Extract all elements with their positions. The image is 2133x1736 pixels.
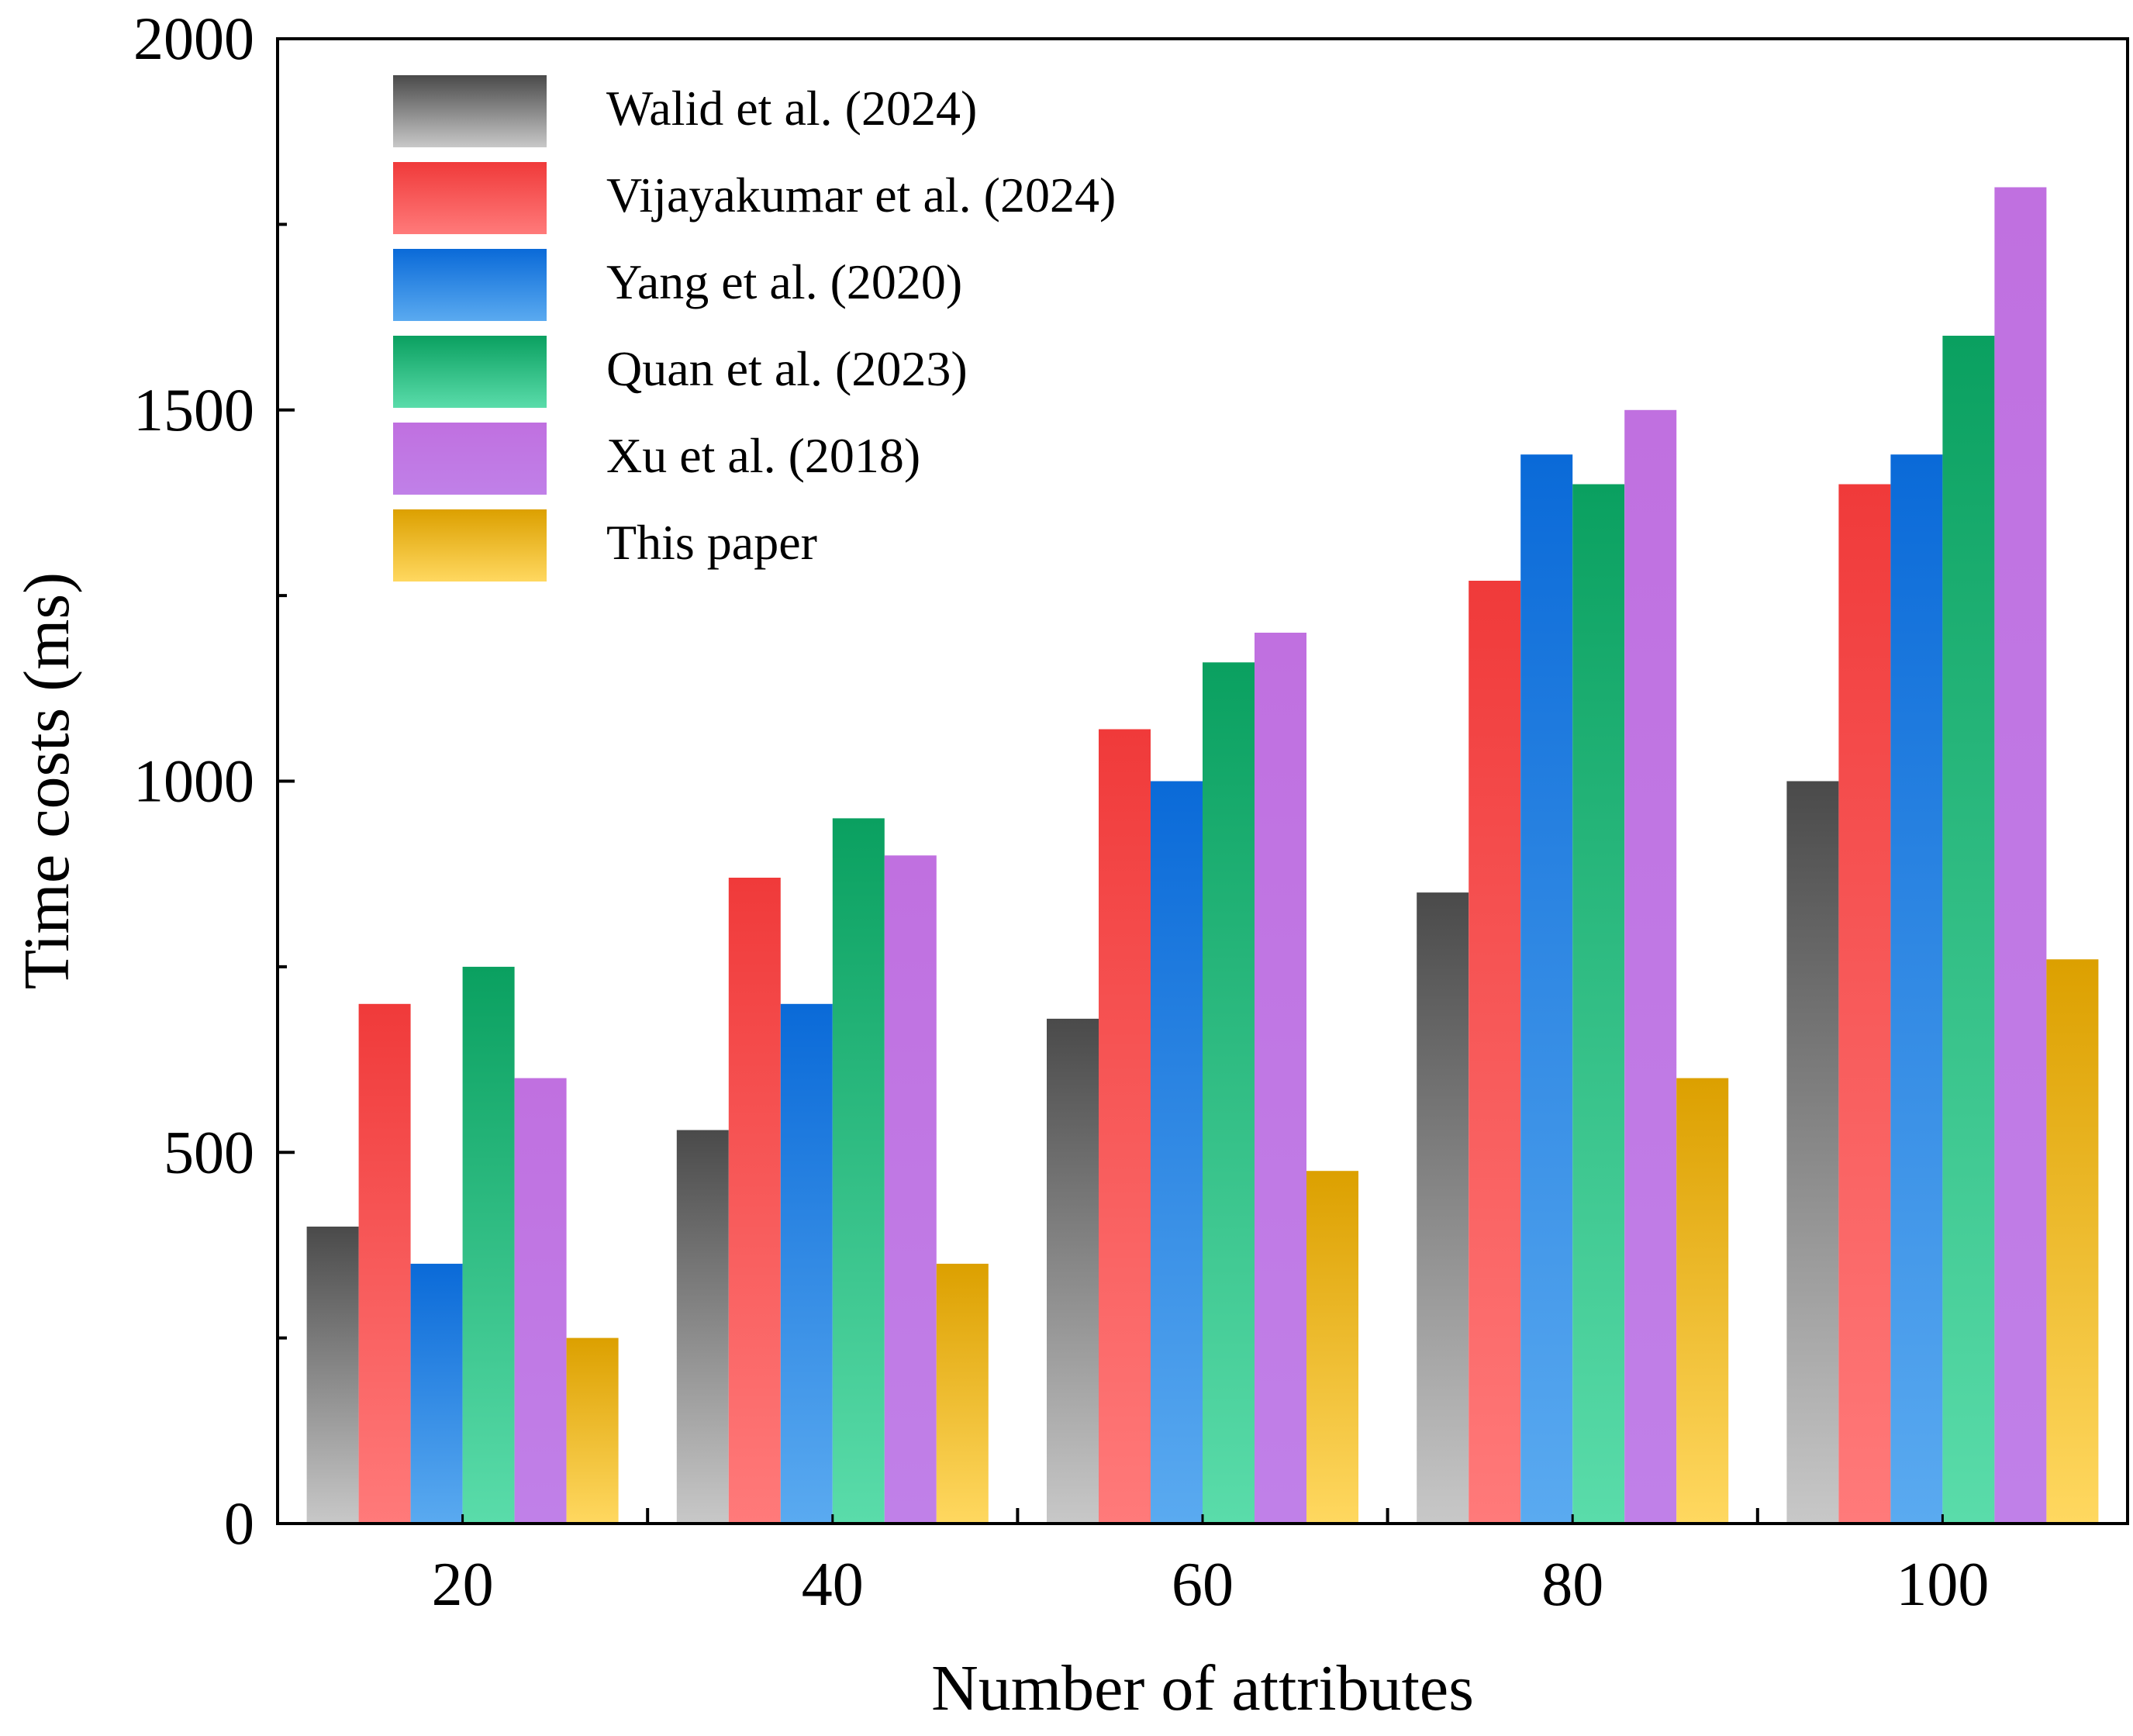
y-tick-label: 500 <box>164 1118 254 1186</box>
bar-3-60 <box>1151 781 1203 1524</box>
bar-6-100 <box>2046 959 2099 1524</box>
x-axis: 20 40 60 80 100 <box>432 1508 1989 1619</box>
x-tick-label: 40 <box>802 1551 864 1619</box>
bar-5-100 <box>1994 187 2047 1524</box>
bar-3-80 <box>1520 454 1573 1524</box>
bar-5-80 <box>1624 409 1677 1524</box>
bar-3-20 <box>410 1263 463 1524</box>
legend-label-1: Walid et al. (2024) <box>606 81 977 136</box>
bar-1-80 <box>1417 892 1469 1524</box>
x-tick-label: 100 <box>1896 1551 1989 1619</box>
legend-label-2: Vijayakumar et al. (2024) <box>606 167 1116 223</box>
x-tick-label: 60 <box>1172 1551 1234 1619</box>
bar-4-40 <box>832 818 885 1524</box>
y-tick-label: 1500 <box>133 376 254 443</box>
legend: Walid et al. (2024) Vijayakumar et al. (2… <box>393 75 1116 582</box>
x-axis-label: Number of attributes <box>931 1652 1474 1724</box>
bar-4-60 <box>1203 662 1255 1524</box>
bar-4-80 <box>1572 484 1625 1524</box>
bar-6-60 <box>1306 1171 1358 1524</box>
bar-1-60 <box>1047 1018 1099 1524</box>
bar-3-40 <box>780 1003 833 1524</box>
bar-3-100 <box>1890 454 1943 1524</box>
bar-5-40 <box>884 855 937 1524</box>
y-axis-label: Time costs (ms) <box>11 572 83 989</box>
legend-swatch-5 <box>393 423 547 495</box>
legend-swatch-2 <box>393 162 547 234</box>
bar-2-100 <box>1838 484 1891 1524</box>
legend-swatch-3 <box>393 249 547 321</box>
y-axis: 0 500 1000 1500 2000 <box>133 5 295 1557</box>
bar-5-60 <box>1255 633 1306 1524</box>
legend-swatch-6 <box>393 509 547 582</box>
y-tick-label: 1000 <box>133 747 254 815</box>
bar-4-100 <box>1942 336 1995 1524</box>
bar-6-20 <box>566 1337 619 1524</box>
x-tick-label: 80 <box>1541 1551 1603 1619</box>
legend-label-4: Quan et al. (2023) <box>606 341 968 396</box>
legend-label-6: This paper <box>606 515 817 570</box>
x-tick-label: 20 <box>432 1551 494 1619</box>
bar-2-80 <box>1469 581 1521 1524</box>
bar-6-40 <box>936 1263 989 1524</box>
bar-6-80 <box>1676 1078 1729 1524</box>
legend-label-5: Xu et al. (2018) <box>606 428 920 483</box>
bar-2-40 <box>728 878 781 1524</box>
bar-1-20 <box>306 1227 359 1524</box>
bar-5-20 <box>514 1078 567 1524</box>
legend-swatch-4 <box>393 336 547 408</box>
legend-label-3: Yang et al. (2020) <box>606 254 962 309</box>
legend-swatch-1 <box>393 75 547 147</box>
bars-group <box>306 187 2099 1524</box>
bar-4-20 <box>462 966 515 1524</box>
y-tick-label: 2000 <box>133 5 254 72</box>
bar-1-100 <box>1786 781 1839 1524</box>
y-tick-label: 0 <box>224 1489 254 1557</box>
bar-1-40 <box>676 1130 729 1524</box>
bar-2-60 <box>1099 729 1151 1524</box>
bar-2-20 <box>358 1003 411 1524</box>
